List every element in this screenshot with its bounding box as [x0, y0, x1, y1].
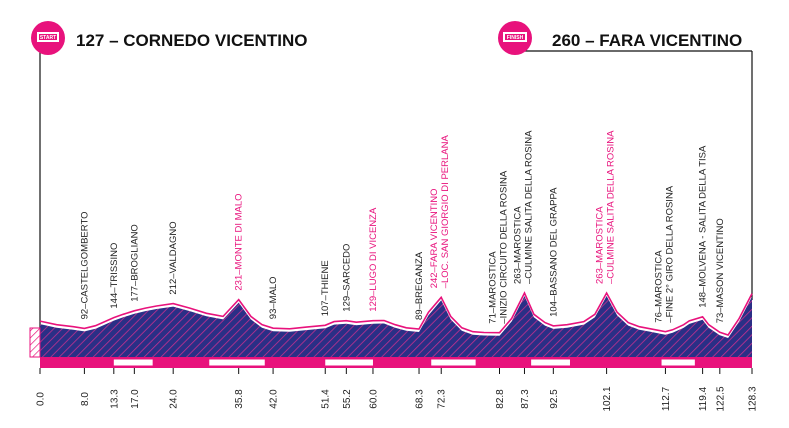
km-tick-label: 119.4: [698, 386, 709, 411]
waypoint: 73–MASON VICENTINO: [715, 218, 726, 323]
waypoint: 76–MAROSTICA –FINE 2° GIRO DELLA ROSINA: [653, 185, 675, 323]
finish-badge-label: FINISH: [507, 35, 524, 41]
waypoint-label-line2: –CULMINE SALITA DELLA ROSINA: [524, 130, 535, 284]
waypoint-label: 148–MOLVENA - SALITA DELLA TISA: [698, 145, 709, 308]
waypoint: 92–CASTELGOMBERTO: [79, 212, 90, 320]
waypoint-labels: 92–CASTELGOMBERTO 144–TRISSINO 177–BROGLIA…: [79, 130, 725, 324]
km-tick-label: 68.3: [415, 389, 426, 409]
distance-bar-segment: [325, 359, 373, 366]
waypoint-label: 212–VALDAGNO: [168, 221, 179, 294]
waypoint: 129–SARCEDO: [341, 244, 352, 312]
km-tick-label: 0.0: [36, 392, 47, 406]
profile-outline: [39, 291, 753, 336]
waypoint-label: 107–THIENE: [320, 260, 331, 316]
km-tick-label: 102.1: [602, 386, 613, 411]
km-tick-label: 128.3: [748, 386, 759, 411]
waypoint-label: 129–LUGO DI VICENZA: [368, 207, 379, 312]
finish-badge-icon: FINISH: [498, 21, 532, 55]
waypoint-label-line2: –LOC. SAN GIORGIO DI PERLANA: [440, 135, 451, 289]
distance-bar-base: [40, 357, 752, 368]
elevation-profile: [29, 291, 753, 358]
waypoint-label: 71–MAROSTICA: [488, 251, 499, 324]
waypoint: 129–LUGO DI VICENZA: [368, 207, 379, 312]
waypoint: 104–BASSANO DEL GRAPPA: [548, 187, 559, 317]
km-tick-label: 112.7: [661, 386, 672, 411]
waypoint: 148–MOLVENA - SALITA DELLA TISA: [698, 145, 709, 308]
waypoint: 89–BREGANZA: [414, 251, 425, 320]
distance-bar-segment: [113, 359, 153, 366]
waypoint-label: 263–MAROSTICA: [595, 206, 606, 284]
km-tick-label: 13.3: [109, 389, 120, 409]
start-title: 127 – CORNEDO VICENTINO: [76, 31, 307, 50]
waypoint-label: 263–MAROSTICA: [513, 206, 524, 284]
waypoint: 107–THIENE: [320, 260, 331, 316]
km-tick-label: 35.8: [234, 389, 245, 409]
waypoint: 212–VALDAGNO: [168, 221, 179, 294]
distance-bar: [40, 357, 752, 368]
waypoint-label: 177–BROGLIANO: [129, 224, 140, 302]
waypoint: 263–MAROSTICA –CULMINE SALITA DELLA ROSIN…: [595, 130, 617, 284]
waypoint-label-line2: –FINE 2° GIRO DELLA ROSINA: [664, 185, 675, 323]
profile-area: [40, 296, 752, 357]
start-header: START 127 – CORNEDO VICENTINO: [31, 21, 307, 340]
waypoint: 71–MAROSTICA –INIZIO CIRCUITO DELLA ROSIN…: [488, 170, 510, 324]
distance-bar-segment: [531, 359, 570, 366]
waypoint: 242–FARA VICENTINO –LOC. SAN GIORGIO DI P…: [429, 135, 451, 289]
waypoint-label: 144–TRISSINO: [109, 243, 120, 309]
waypoint-label: 76–MAROSTICA: [653, 250, 664, 323]
waypoint: 263–MAROSTICA –CULMINE SALITA DELLA ROSIN…: [513, 130, 535, 284]
waypoint-label: 129–SARCEDO: [341, 244, 352, 312]
km-tick-label: 51.4: [321, 389, 332, 409]
km-tick-label: 72.3: [437, 389, 448, 409]
km-tick-label: 122.5: [715, 386, 726, 411]
waypoint-label: 242–FARA VICENTINO: [429, 189, 440, 289]
waypoint-label-line2: –CULMINE SALITA DELLA ROSINA: [606, 130, 617, 284]
distance-bar-segment: [431, 359, 476, 366]
waypoint-label: 231–MONTE DI MALO: [234, 193, 245, 290]
waypoint-label: 93–MALO: [268, 276, 279, 319]
km-tick-label: 92.5: [549, 389, 560, 409]
finish-title: 260 – FARA VICENTINO: [552, 31, 742, 50]
km-tick-label: 8.0: [80, 392, 91, 406]
km-tick-label: 42.0: [269, 389, 280, 409]
start-badge-icon: START: [31, 21, 65, 55]
waypoint: 231–MONTE DI MALO: [234, 193, 245, 290]
waypoint-label: 104–BASSANO DEL GRAPPA: [548, 187, 559, 317]
start-marker: [29, 327, 41, 358]
waypoint-label: 73–MASON VICENTINO: [715, 218, 726, 323]
finish-header: FINISH 260 – FARA VICENTINO: [498, 21, 753, 300]
waypoint-label: 92–CASTELGOMBERTO: [79, 212, 90, 320]
waypoint-label-line2: –INIZIO CIRCUITO DELLA ROSINA: [499, 170, 510, 324]
waypoint: 177–BROGLIANO: [129, 224, 140, 302]
km-tick-label: 55.2: [342, 389, 353, 409]
km-tick-label: 17.0: [130, 389, 141, 409]
waypoint-label: 89–BREGANZA: [414, 251, 425, 320]
km-ticks: 0.0 8.0 13.3 17.0 24.0 35.8 42.0 51.4 55.2 60.0 68…: [36, 368, 759, 412]
distance-bar-segment: [209, 359, 265, 366]
distance-bar-segment: [661, 359, 695, 366]
waypoint: 144–TRISSINO: [109, 243, 120, 309]
km-tick-label: 87.3: [520, 389, 531, 409]
km-tick-label: 82.8: [495, 389, 506, 409]
start-badge-label: START: [40, 35, 56, 41]
km-tick-label: 24.0: [169, 389, 180, 409]
waypoint: 93–MALO: [268, 276, 279, 319]
km-tick-label: 60.0: [369, 389, 380, 409]
